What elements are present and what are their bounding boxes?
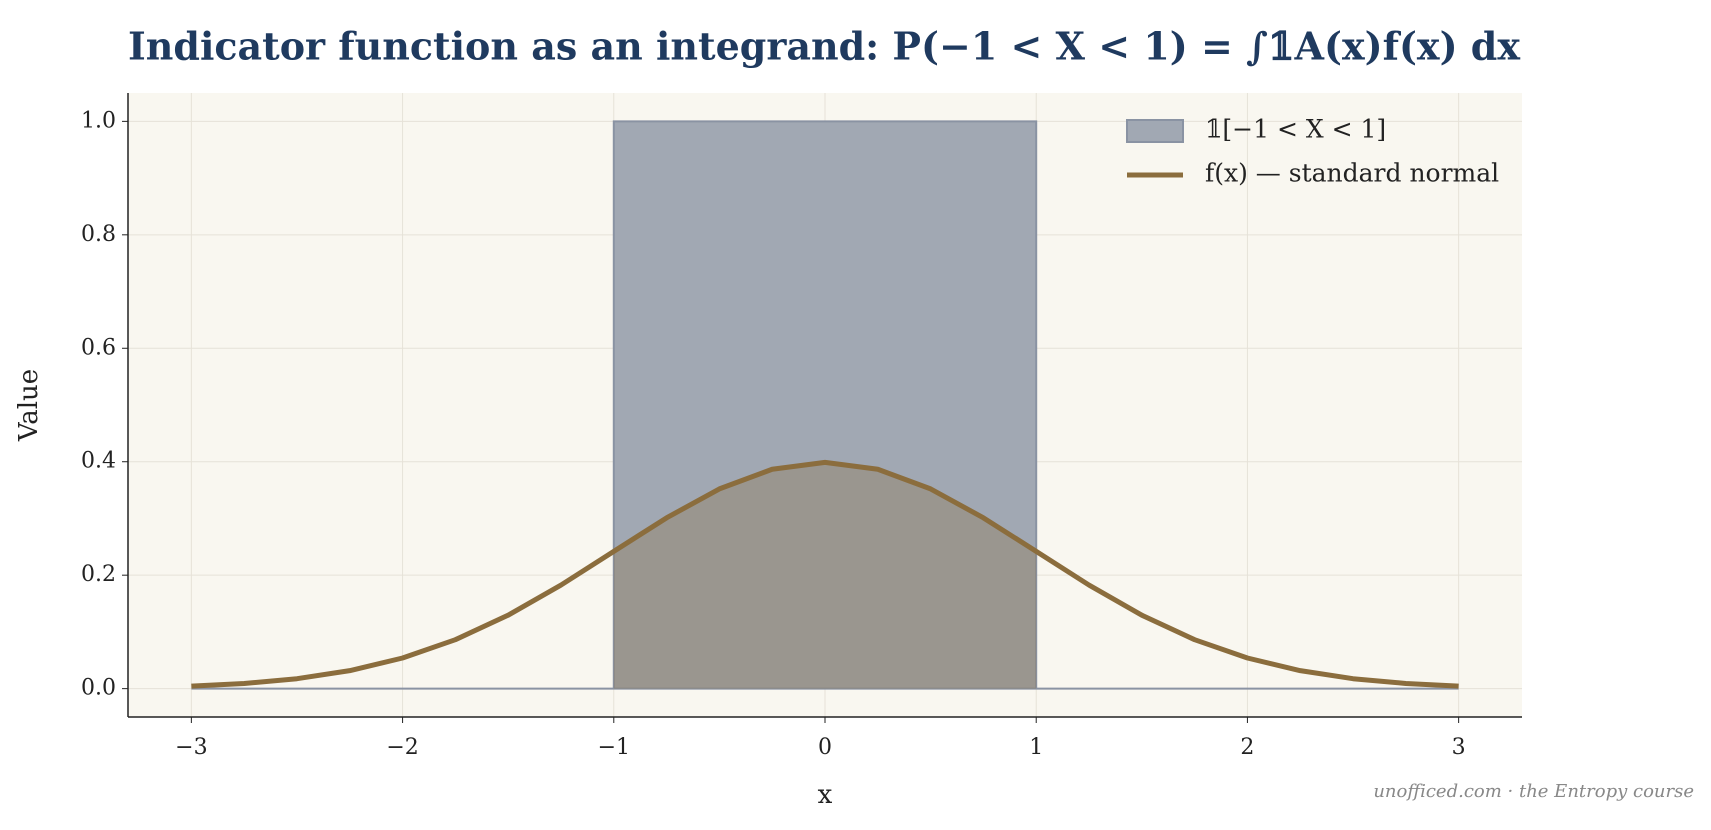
y-tick-label: 0.0 — [81, 676, 116, 701]
indicator-area — [191, 120, 1459, 690]
x-tick-label: 1 — [1029, 735, 1043, 760]
y-tick-label: 1.0 — [81, 108, 116, 133]
x-tick-label: 3 — [1452, 735, 1466, 760]
legend-swatch — [1126, 119, 1184, 143]
shaded-probability — [613, 462, 1037, 689]
legend-label: 𝟙[−1 < X < 1] — [1205, 115, 1386, 144]
legend-label: f(x) — standard normal — [1205, 159, 1499, 188]
x-tick-label: −2 — [386, 735, 418, 760]
x-tick-label: −1 — [598, 735, 630, 760]
y-tick-label: 0.6 — [81, 335, 116, 360]
y-tick-label: 0.2 — [81, 562, 116, 587]
x-tick-label: −3 — [175, 735, 207, 760]
chart-title: Indicator function as an integrand: P(−1… — [128, 24, 1520, 69]
x-tick-label: 2 — [1240, 735, 1254, 760]
y-tick-label: 0.8 — [81, 222, 116, 247]
x-axis-label: x — [818, 780, 833, 810]
density-line — [191, 459, 1459, 689]
y-axis-label: Value — [14, 369, 44, 442]
y-tick-label: 0.4 — [81, 449, 116, 474]
x-tick-label: 0 — [818, 735, 832, 760]
footer-note: unofficed.com · the Entropy course — [1373, 781, 1694, 802]
